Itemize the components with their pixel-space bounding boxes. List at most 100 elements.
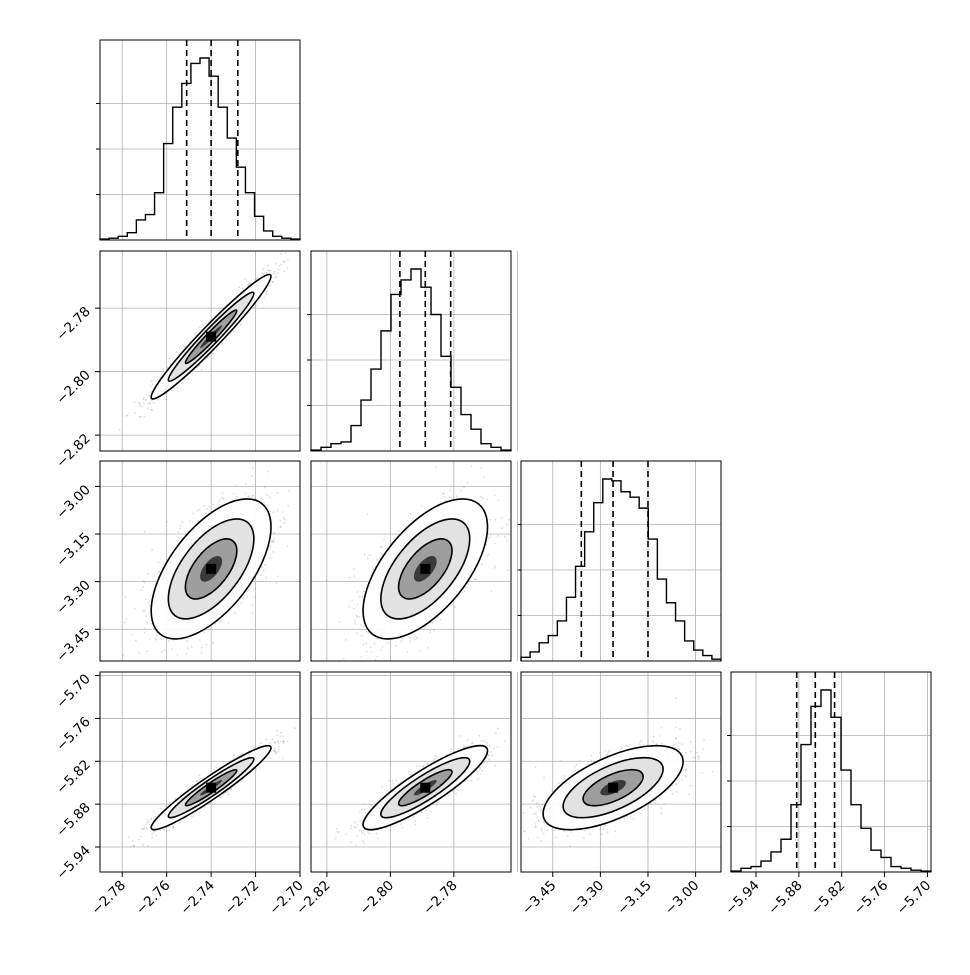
scatter-point — [168, 640, 170, 642]
scatter-point — [448, 496, 450, 498]
scatter-point — [199, 774, 201, 776]
scatter-point — [263, 297, 265, 299]
scatter-point — [427, 647, 429, 649]
scatter-point — [176, 387, 178, 389]
scatter-point — [252, 613, 254, 615]
scatter-point — [187, 647, 189, 649]
scatter-point — [398, 530, 400, 532]
scatter-point — [501, 517, 503, 519]
scatter-point — [482, 497, 484, 499]
scatter-point — [201, 369, 203, 371]
scatter-point — [480, 496, 482, 498]
scatter-point — [454, 606, 456, 608]
density-peak — [206, 332, 216, 342]
scatter-point — [164, 649, 166, 651]
scatter-point — [208, 506, 210, 508]
scatter-point — [370, 646, 372, 648]
scatter-point — [178, 538, 180, 540]
scatter-point — [244, 278, 246, 280]
scatter-point — [166, 827, 168, 829]
scatter-point — [349, 577, 351, 579]
scatter-point — [278, 268, 280, 270]
scatter-point — [246, 595, 248, 597]
scatter-point — [221, 343, 223, 345]
scatter-point — [134, 401, 136, 403]
scatter-point — [131, 634, 133, 636]
scatter-point — [184, 531, 186, 533]
scatter-point — [262, 268, 264, 270]
scatter-point — [387, 642, 389, 644]
scatter-point — [190, 816, 192, 818]
scatter-point — [242, 598, 244, 600]
scatter-point — [217, 504, 219, 506]
scatter-point — [383, 538, 385, 540]
scatter-point — [354, 575, 356, 577]
scatter-point — [182, 382, 184, 384]
scatter-point — [494, 494, 496, 496]
scatter-point — [274, 747, 276, 749]
scatter-point — [220, 621, 222, 623]
scatter-point — [248, 589, 250, 591]
scatter-point — [203, 505, 205, 507]
scatter-point — [264, 271, 266, 273]
scatter-point — [429, 631, 431, 633]
scatter-point — [168, 829, 170, 831]
scatter-point — [245, 483, 247, 485]
scatter-point — [245, 493, 247, 495]
scatter-point — [141, 589, 143, 591]
scatter-point — [237, 605, 239, 607]
scatter-point — [150, 391, 152, 393]
scatter-point — [359, 596, 361, 598]
scatter-point — [154, 811, 156, 813]
scatter-point — [171, 648, 173, 650]
scatter-point — [287, 545, 289, 547]
scatter-point — [270, 546, 272, 548]
scatter-point — [158, 562, 160, 564]
scatter-point — [144, 531, 146, 533]
scatter-point — [471, 465, 473, 467]
scatter-point — [275, 263, 277, 265]
scatter-panel — [311, 461, 517, 661]
scatter-point — [272, 540, 274, 542]
scatter-point — [191, 646, 193, 648]
scatter-point — [488, 537, 490, 539]
scatter-point — [374, 643, 376, 645]
scatter-point — [272, 281, 274, 283]
scatter-point — [481, 467, 483, 469]
scatter-point — [152, 384, 154, 386]
scatter-point — [277, 576, 279, 578]
scatter-point — [256, 277, 258, 279]
scatter-point — [380, 649, 382, 651]
scatter-point — [263, 273, 265, 275]
histogram-panel — [727, 672, 931, 872]
panel-background — [100, 40, 300, 240]
scatter-point — [147, 622, 149, 624]
scatter-point — [154, 816, 156, 818]
scatter-point — [151, 380, 153, 382]
scatter-point — [161, 651, 163, 653]
scatter-point — [474, 578, 476, 580]
scatter-point — [497, 500, 499, 502]
scatter-point — [177, 391, 179, 393]
scatter-point — [151, 549, 153, 551]
scatter-point — [189, 521, 191, 523]
scatter-point — [273, 538, 275, 540]
scatter-point — [147, 573, 149, 575]
scatter-point — [243, 596, 245, 598]
scatter-point — [254, 306, 256, 308]
scatter-point — [356, 615, 358, 617]
scatter-point — [199, 778, 201, 780]
scatter-point — [456, 495, 458, 497]
scatter-point — [149, 605, 151, 607]
scatter-point — [481, 564, 483, 566]
scatter-point — [460, 490, 462, 492]
scatter-point — [277, 510, 279, 512]
scatter-point — [268, 471, 270, 473]
scatter-point — [261, 302, 263, 304]
scatter-point — [266, 291, 268, 293]
scatter-point — [440, 619, 442, 621]
histogram-panel — [307, 251, 517, 451]
scatter-point — [279, 749, 281, 751]
